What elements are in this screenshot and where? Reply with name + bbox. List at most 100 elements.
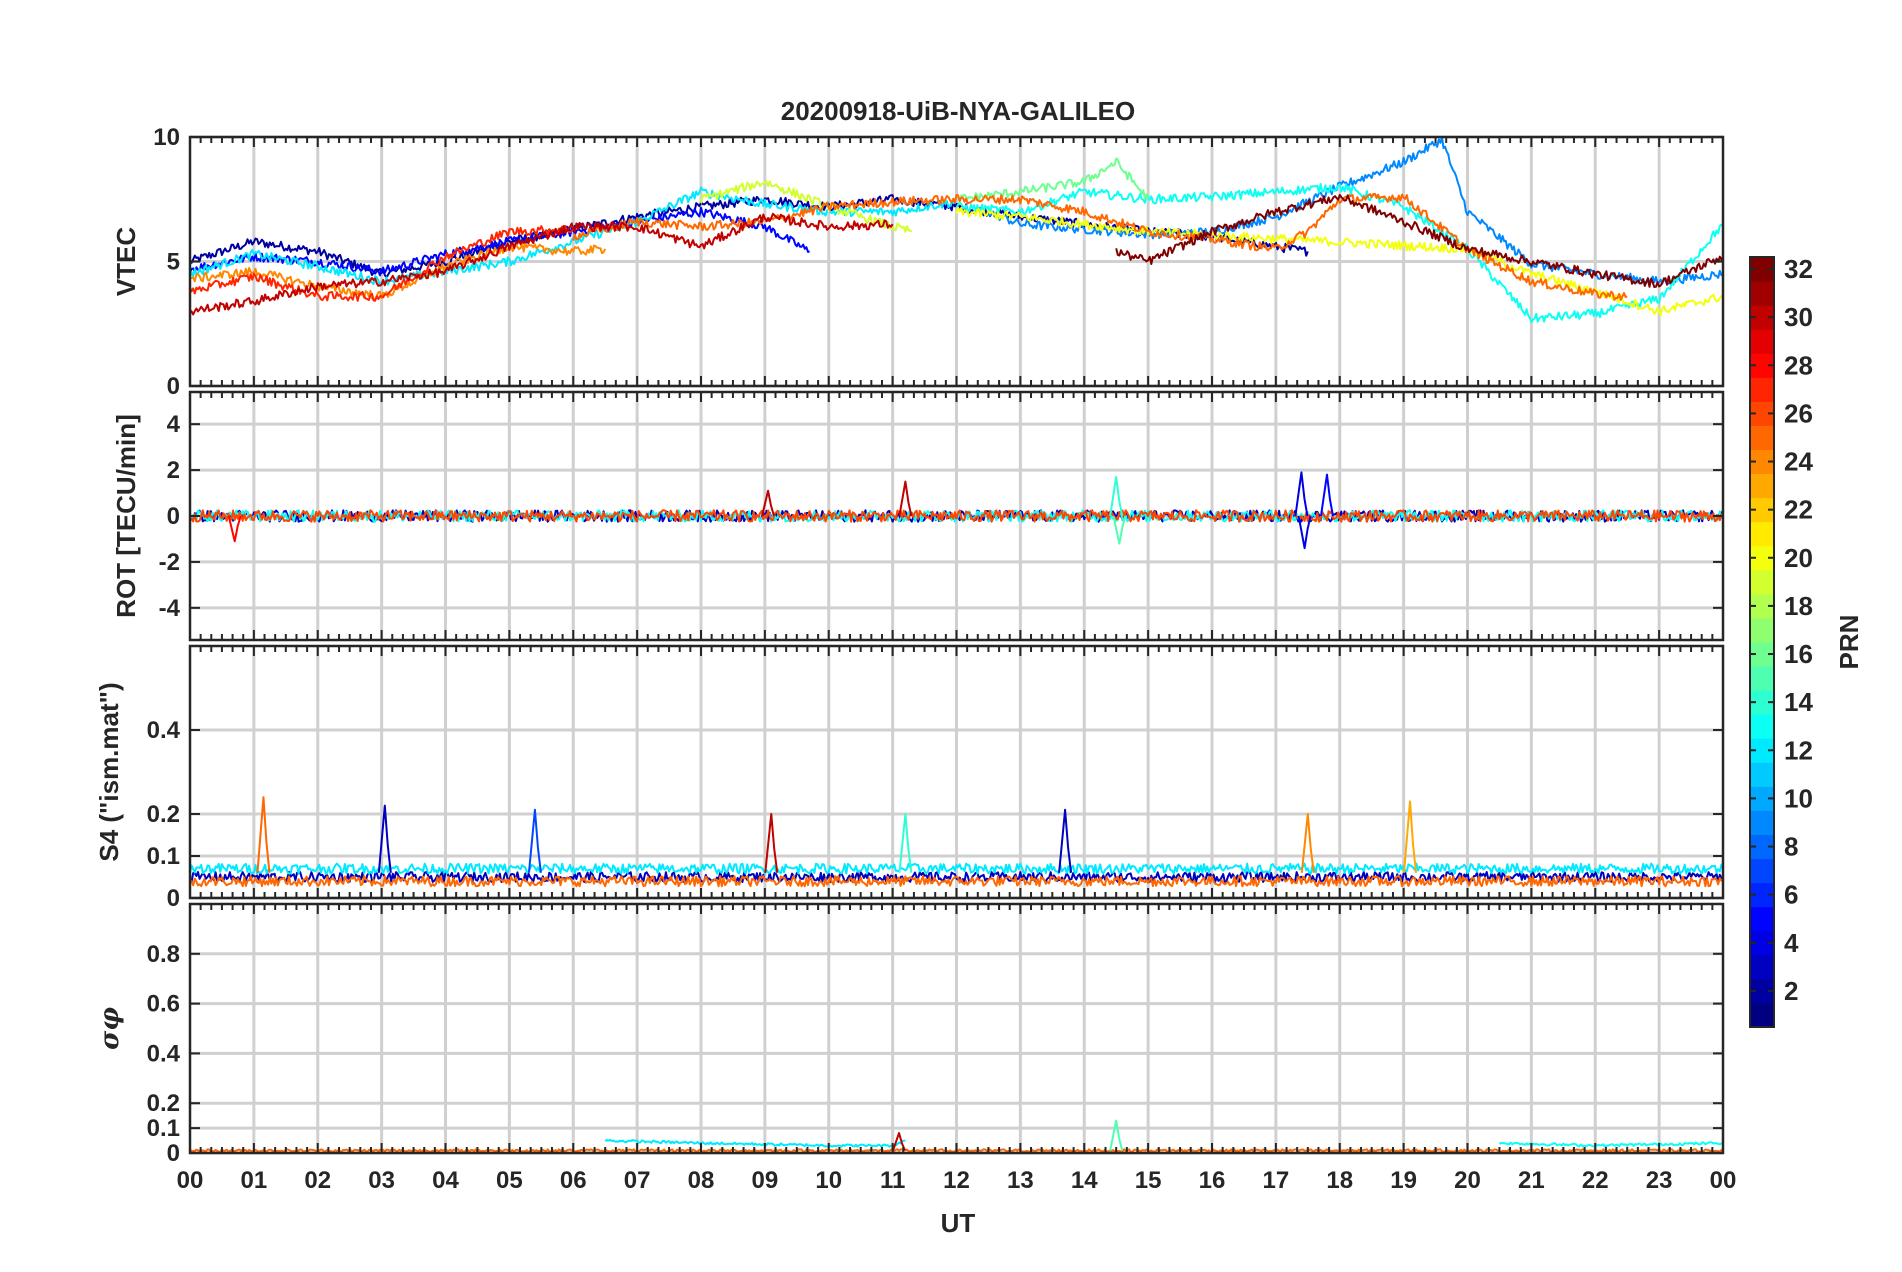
colorbar-tick-label: 24 xyxy=(1784,447,1813,477)
colorbar-tick-label: 30 xyxy=(1784,302,1813,332)
y-tick-label: -2 xyxy=(159,549,180,576)
series-prn-13 xyxy=(1498,1141,1723,1148)
colorbar-swatch xyxy=(1750,521,1774,547)
x-tick-label: 02 xyxy=(304,1167,331,1194)
colorbar-tick-label: 6 xyxy=(1784,880,1798,910)
series-prn-27 xyxy=(190,225,575,302)
x-tick-label: 11 xyxy=(880,1167,905,1194)
panel-VTEC: 0 5 10 VTEC xyxy=(111,124,1725,400)
colorbar-tick-label: 16 xyxy=(1784,639,1813,669)
spike-prn-30 xyxy=(898,480,913,517)
colorbar-tick-label: 10 xyxy=(1784,783,1813,813)
spike-prn-23 xyxy=(1403,800,1418,873)
x-tick-label: 09 xyxy=(752,1167,779,1194)
colorbar-tick-label: 28 xyxy=(1784,350,1813,380)
series-prn-12 xyxy=(604,1138,906,1148)
y-tick-label: 0.2 xyxy=(147,1090,180,1117)
x-tick-label: 20 xyxy=(1454,1167,1481,1194)
x-tick-label: 03 xyxy=(368,1167,395,1194)
colorbar-swatch xyxy=(1750,329,1774,354)
colorbar-swatch xyxy=(1750,1002,1774,1028)
x-tick-label: 05 xyxy=(496,1167,523,1194)
spike-prn-24 xyxy=(1300,813,1315,873)
series-prn-12 xyxy=(190,862,1723,875)
y-tick-label: 0 xyxy=(167,503,180,530)
ticks xyxy=(189,392,1724,640)
ticks xyxy=(189,904,1724,1154)
x-tick-label: 13 xyxy=(1007,1167,1034,1194)
series-prn-30 xyxy=(190,212,894,316)
colorbar-tick-label: 2 xyxy=(1784,976,1798,1006)
spike-prn-3 xyxy=(1058,808,1073,873)
spike-prn-7 xyxy=(527,808,542,873)
data-lines xyxy=(190,796,1723,888)
y-axis-title: VTEC xyxy=(111,227,141,297)
x-tick-label: 16 xyxy=(1199,1167,1226,1194)
spike-prn-28 xyxy=(227,515,242,543)
colorbar-tick-label: 14 xyxy=(1784,687,1813,717)
spike-prn-4 xyxy=(1297,515,1312,550)
spike-prn-14 xyxy=(1109,475,1124,517)
spike-prn-14 xyxy=(898,813,913,873)
grid xyxy=(190,904,1723,1155)
y-axis-title: σφ xyxy=(95,1007,125,1050)
series-prn-19 xyxy=(700,180,913,233)
colorbar-swatch xyxy=(1750,617,1774,643)
colorbar-swatch xyxy=(1750,281,1774,306)
data-lines xyxy=(190,471,1723,550)
x-tick-label: 19 xyxy=(1390,1167,1417,1194)
data-lines xyxy=(190,137,1723,324)
colorbar-swatch xyxy=(1750,954,1774,980)
x-tick-label: 08 xyxy=(688,1167,715,1194)
y-tick-label: 0.6 xyxy=(147,991,180,1018)
colorbar-swatch xyxy=(1750,569,1774,595)
colorbar-label: PRN xyxy=(1834,615,1864,670)
spike-prn-3 xyxy=(377,804,392,873)
ticks xyxy=(189,136,1724,387)
series-prn-32 xyxy=(1115,194,1723,288)
y-tick-label: 0.1 xyxy=(147,1115,180,1142)
y-tick-label: 0.2 xyxy=(147,801,180,828)
colorbar-swatch xyxy=(1750,714,1774,739)
panel-sigma_phi: 00.10.2 0.4 0.6 0.8 σφ 00 01 02 03 04 05 06 07 08 09 10… xyxy=(95,902,1736,1194)
spike-prn-15 xyxy=(1112,515,1127,545)
series-prn-13 xyxy=(955,182,1723,324)
colorbar-swatch xyxy=(1750,473,1774,499)
colorbar-swatch xyxy=(1750,858,1774,884)
spike-prn-5 xyxy=(1319,473,1334,517)
y-tick-label: 0 xyxy=(167,373,180,400)
spike-prn-4 xyxy=(1294,471,1309,517)
colorbar-swatch xyxy=(1750,425,1774,450)
x-tick-label: 00 xyxy=(177,1167,204,1194)
colorbar-tick-label: 18 xyxy=(1784,591,1813,621)
x-tick-label: 06 xyxy=(560,1167,587,1194)
x-tick-label: 21 xyxy=(1518,1167,1545,1194)
series-prn-9 xyxy=(987,137,1723,285)
spike-prn-30 xyxy=(764,813,779,873)
colorbar-frame xyxy=(1749,256,1775,1028)
y-tick-label: 0.4 xyxy=(147,717,181,744)
series-prn-26 xyxy=(190,509,1723,523)
colorbar-swatch xyxy=(1750,377,1774,402)
series-prn-5 xyxy=(190,206,810,277)
colorbar-swatch xyxy=(1750,810,1774,835)
y-tick-label: 10 xyxy=(153,124,180,151)
spike-prn-25 xyxy=(256,796,271,873)
panel-ROT: -4 -2 0 2 4 ROT [TECU/min] xyxy=(111,390,1725,642)
colorbar-swatch xyxy=(1750,906,1774,932)
series-prn-16 xyxy=(956,157,1150,204)
colorbar-swatch xyxy=(1750,762,1774,787)
figure-title: 20200918-UiB-NYA-GALILEO xyxy=(781,96,1136,126)
x-tick-label: 22 xyxy=(1582,1167,1609,1194)
x-tick-label: 14 xyxy=(1071,1167,1098,1194)
y-tick-label: 0.8 xyxy=(147,941,180,968)
y-tick-label: -4 xyxy=(159,595,181,622)
y-axis-title: ROT [TECU/min] xyxy=(111,414,141,618)
colorbar-swatch xyxy=(1750,666,1774,691)
x-tick-label: 04 xyxy=(432,1167,459,1194)
y-tick-label: 2 xyxy=(167,457,180,484)
x-tick-label: 12 xyxy=(943,1167,970,1194)
x-axis-title: UT xyxy=(941,1208,976,1238)
